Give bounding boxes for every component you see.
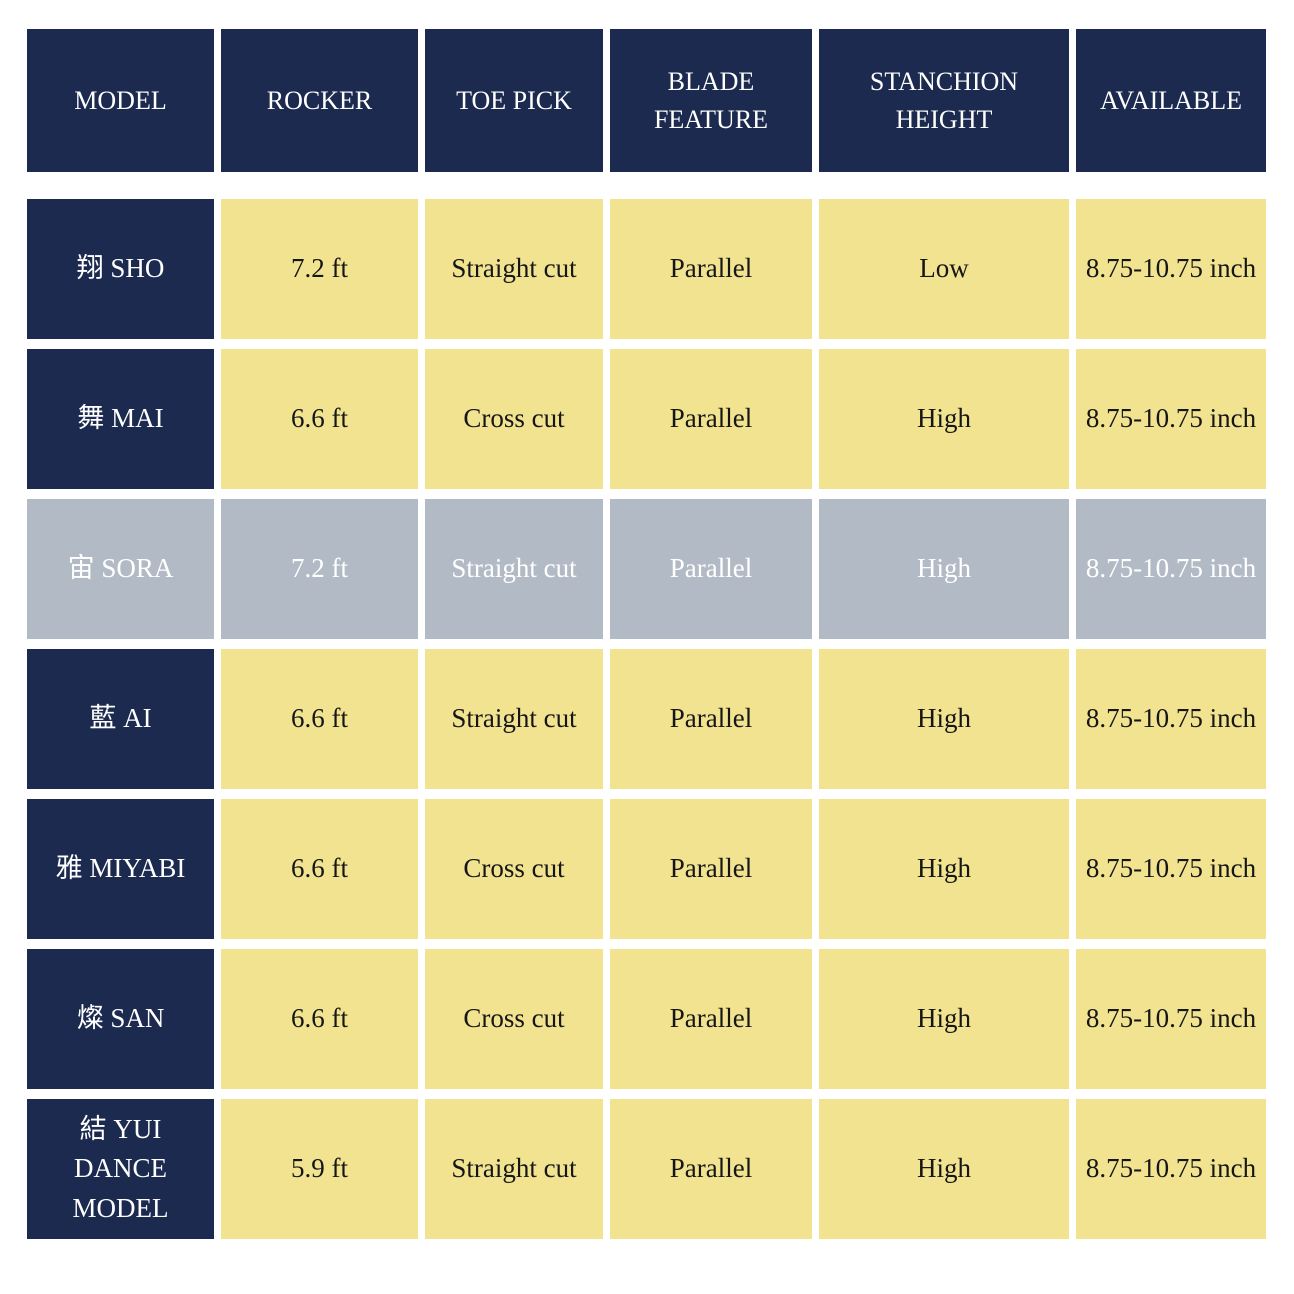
stanchion-height-cell: High <box>819 649 1069 789</box>
table-row: 翔 SHO 7.2 ft Straight cut Parallel Low 8… <box>27 199 1266 339</box>
toe-pick-cell: Straight cut <box>425 649 603 789</box>
blade-feature-cell: Parallel <box>610 349 812 489</box>
rocker-cell: 7.2 ft <box>221 199 418 339</box>
available-cell: 8.75-10.75 inch <box>1076 1099 1266 1239</box>
stanchion-height-cell: High <box>819 949 1069 1089</box>
model-cell: 舞 MAI <box>27 349 214 489</box>
available-cell: 8.75-10.75 inch <box>1076 649 1266 789</box>
model-cell: 雅 MIYABI <box>27 799 214 939</box>
available-cell: 8.75-10.75 inch <box>1076 349 1266 489</box>
column-header-stanchion-height: STANCHION HEIGHT <box>819 29 1069 172</box>
column-header-toe-pick: TOE PICK <box>425 29 603 172</box>
blade-feature-cell: Parallel <box>610 649 812 789</box>
model-cell: 燦 SAN <box>27 949 214 1089</box>
blade-feature-cell: Parallel <box>610 1099 812 1239</box>
stanchion-height-cell: High <box>819 499 1069 639</box>
toe-pick-cell: Straight cut <box>425 199 603 339</box>
table-row: 舞 MAI 6.6 ft Cross cut Parallel High 8.7… <box>27 349 1266 489</box>
table-body: 翔 SHO 7.2 ft Straight cut Parallel Low 8… <box>27 199 1266 1239</box>
rocker-cell: 7.2 ft <box>221 499 418 639</box>
toe-pick-cell: Cross cut <box>425 949 603 1089</box>
rocker-cell: 6.6 ft <box>221 949 418 1089</box>
toe-pick-cell: Cross cut <box>425 349 603 489</box>
column-header-rocker: ROCKER <box>221 29 418 172</box>
available-cell: 8.75-10.75 inch <box>1076 199 1266 339</box>
table-header-row: MODEL ROCKER TOE PICK BLADE FEATURE STAN… <box>27 29 1266 172</box>
table-row: 宙 SORA 7.2 ft Straight cut Parallel High… <box>27 499 1266 639</box>
table-row: 雅 MIYABI 6.6 ft Cross cut Parallel High … <box>27 799 1266 939</box>
model-cell: 翔 SHO <box>27 199 214 339</box>
blade-feature-cell: Parallel <box>610 499 812 639</box>
rocker-cell: 6.6 ft <box>221 649 418 789</box>
table-row: 結 YUI DANCE MODEL 5.9 ft Straight cut Pa… <box>27 1099 1266 1239</box>
blade-feature-cell: Parallel <box>610 199 812 339</box>
model-cell: 藍 AI <box>27 649 214 789</box>
rocker-cell: 6.6 ft <box>221 349 418 489</box>
column-header-model: MODEL <box>27 29 214 172</box>
stanchion-height-cell: High <box>819 1099 1069 1239</box>
rocker-cell: 5.9 ft <box>221 1099 418 1239</box>
model-cell: 結 YUI DANCE MODEL <box>27 1099 214 1239</box>
stanchion-height-cell: High <box>819 349 1069 489</box>
table-row: 燦 SAN 6.6 ft Cross cut Parallel High 8.7… <box>27 949 1266 1089</box>
model-cell: 宙 SORA <box>27 499 214 639</box>
toe-pick-cell: Straight cut <box>425 1099 603 1239</box>
blade-feature-cell: Parallel <box>610 949 812 1089</box>
stanchion-height-cell: High <box>819 799 1069 939</box>
blade-spec-table: MODEL ROCKER TOE PICK BLADE FEATURE STAN… <box>27 29 1266 1239</box>
available-cell: 8.75-10.75 inch <box>1076 949 1266 1089</box>
rocker-cell: 6.6 ft <box>221 799 418 939</box>
toe-pick-cell: Straight cut <box>425 499 603 639</box>
blade-feature-cell: Parallel <box>610 799 812 939</box>
available-cell: 8.75-10.75 inch <box>1076 799 1266 939</box>
table-row: 藍 AI 6.6 ft Straight cut Parallel High 8… <box>27 649 1266 789</box>
column-header-available: AVAILABLE <box>1076 29 1266 172</box>
available-cell: 8.75-10.75 inch <box>1076 499 1266 639</box>
stanchion-height-cell: Low <box>819 199 1069 339</box>
column-header-blade-feature: BLADE FEATURE <box>610 29 812 172</box>
toe-pick-cell: Cross cut <box>425 799 603 939</box>
